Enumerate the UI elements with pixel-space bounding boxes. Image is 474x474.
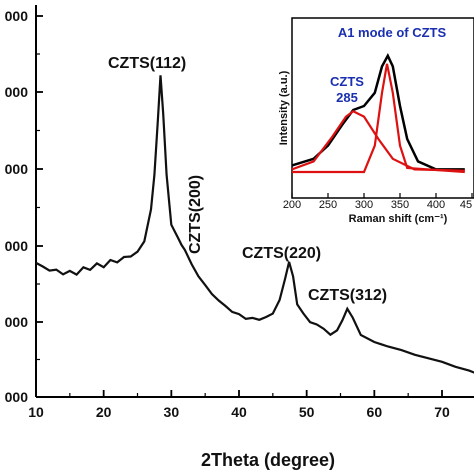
- inset-frame: [291, 17, 474, 199]
- inset-x-tick-label: 400: [427, 199, 445, 211]
- x-tick-label: 70: [434, 404, 450, 420]
- inset-x-axis-label: Raman shift (cm⁻¹): [349, 213, 448, 225]
- x-tick-label: 10: [28, 404, 44, 420]
- inset-x-tick-label: 250: [319, 199, 337, 211]
- inset-ticks: [291, 193, 473, 198]
- inset-x-tick-label: 45: [460, 199, 472, 211]
- main-ytick-labels: 000 000 000 000 000 000: [5, 8, 29, 405]
- inset-annotation-285: 285: [336, 90, 358, 105]
- y-tick-label: 000: [5, 389, 29, 405]
- x-tick-label: 30: [164, 404, 180, 420]
- main-tick-labels: 10 20 30 40 50 60 70: [28, 404, 450, 420]
- y-tick-label: 000: [5, 84, 29, 100]
- annotation-czts-112: CZTS(112): [108, 55, 186, 72]
- x-tick-label: 60: [367, 404, 383, 420]
- main-x-axis-label: 2Theta (degree): [201, 450, 335, 470]
- inset-peak-285: [291, 110, 465, 172]
- inset-tick-labels: 200 250 300 350 400 45: [283, 199, 472, 211]
- inset-x-tick-label: 300: [355, 199, 373, 211]
- annotation-czts-312: CZTS(312): [308, 287, 387, 304]
- x-tick-label: 50: [299, 404, 315, 420]
- inset-annotation-czts: CZTS: [330, 74, 364, 89]
- annotation-czts-200: CZTS(200): [187, 175, 204, 254]
- main-ticks: [35, 15, 443, 398]
- annotation-czts-220: CZTS(220): [242, 245, 321, 262]
- xrd-series-line: [35, 75, 474, 374]
- inset-x-tick-label: 200: [283, 199, 301, 211]
- y-tick-label: 000: [5, 314, 29, 330]
- inset-title: A1 mode of CZTS: [338, 25, 447, 40]
- y-tick-label: 000: [5, 8, 29, 24]
- inset-x-tick-label: 350: [391, 199, 409, 211]
- y-tick-label: 000: [5, 238, 29, 254]
- x-tick-label: 40: [231, 404, 247, 420]
- inset-fit-total: [291, 53, 465, 171]
- raman-inset: 200 250 300 350 400 45 A1 mode of CZTS CZTS 2…: [278, 17, 474, 225]
- inset-peak-a1: [292, 63, 465, 174]
- x-tick-label: 20: [96, 404, 112, 420]
- inset-y-axis-label: Intensity (a.u.): [278, 70, 290, 145]
- y-tick-label: 000: [5, 161, 29, 177]
